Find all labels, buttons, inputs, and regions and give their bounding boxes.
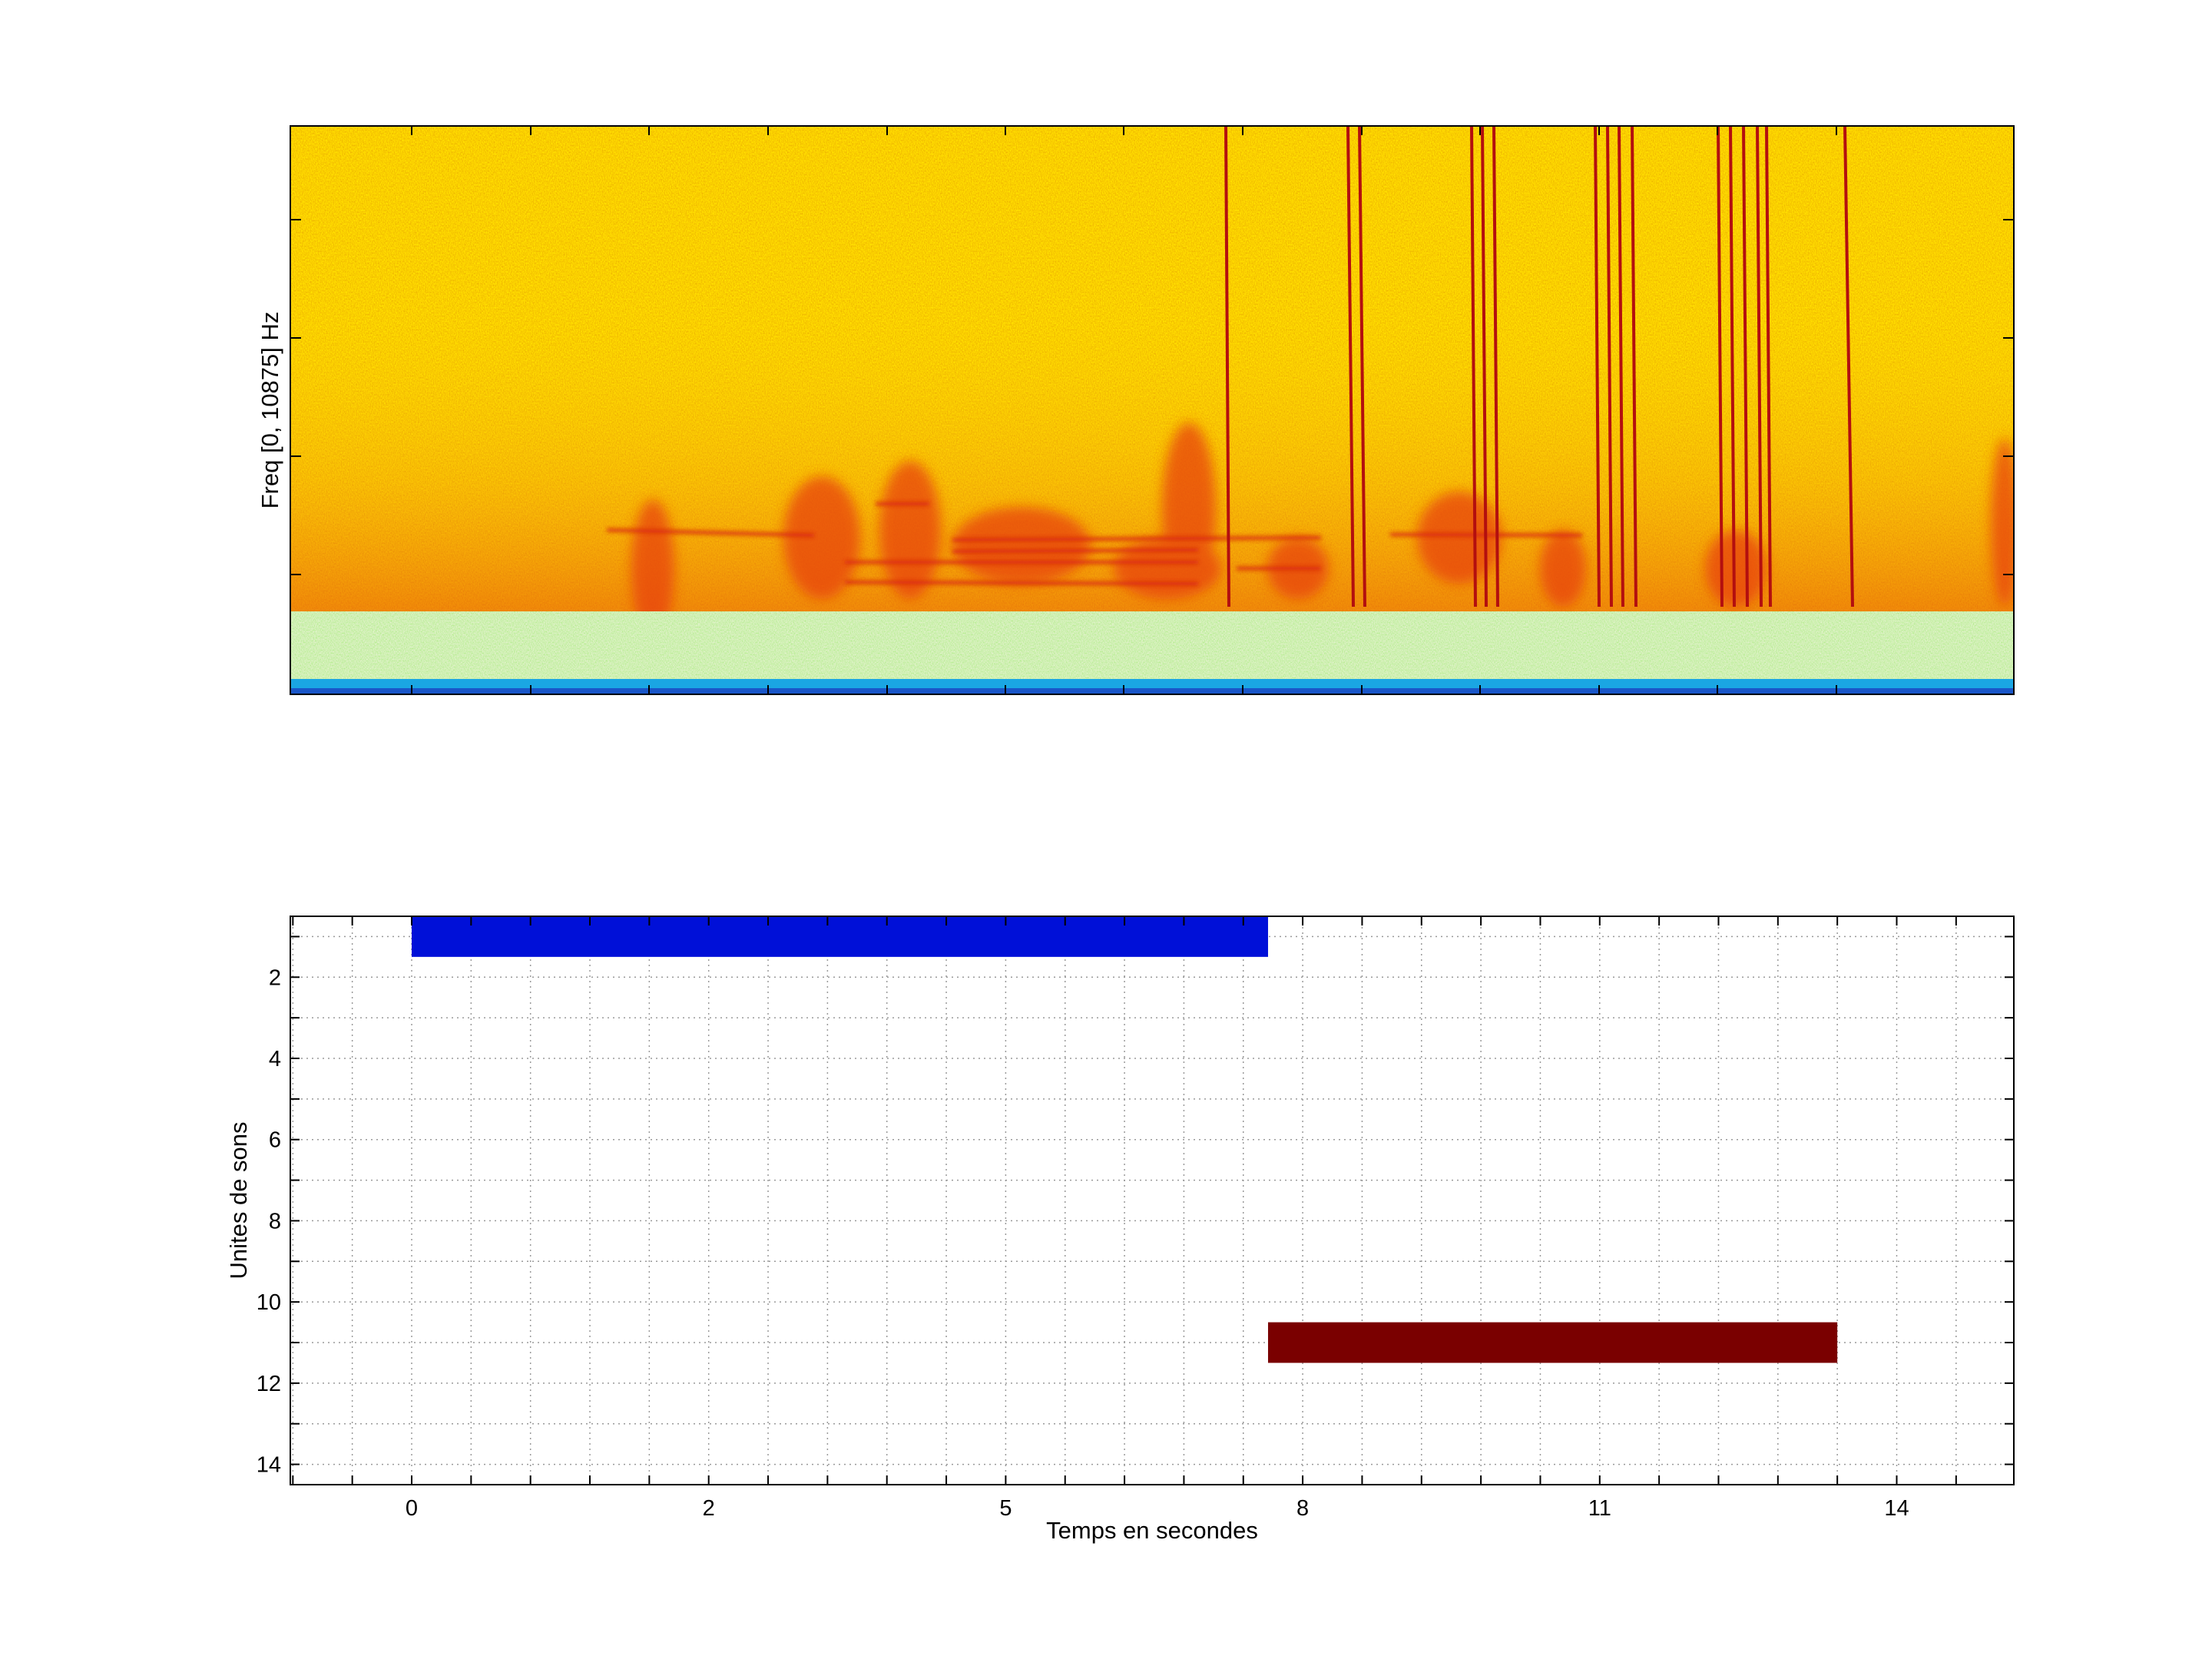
energy-region xyxy=(1417,492,1502,584)
energy-region xyxy=(1114,538,1221,599)
energy-region xyxy=(879,461,941,599)
transient-line xyxy=(1717,126,1724,608)
units-x-tick-label: 5 xyxy=(999,1496,1012,1521)
harmonic-line xyxy=(952,535,1322,542)
energy-region xyxy=(631,499,674,637)
transient-line xyxy=(1594,126,1601,608)
units-grid xyxy=(290,916,2014,1485)
transient-line xyxy=(1470,126,1477,608)
spectrogram-ticks xyxy=(290,126,2014,694)
units-y-tick-label: 4 xyxy=(269,1047,281,1071)
transient-line xyxy=(1631,126,1637,608)
units-x-tick-label: 14 xyxy=(1884,1496,1909,1521)
units-axes: 2 4 6 8 10 12 14 0 2 5 8 11 14 Temps en secondes Un… xyxy=(225,916,2015,1544)
transient-line xyxy=(1606,126,1613,608)
units-y-tick-label: 8 xyxy=(269,1209,281,1233)
units-xlabel: Temps en secondes xyxy=(1046,1517,1258,1544)
harmonic-line xyxy=(844,580,1199,586)
spectrogram-frame xyxy=(290,125,2015,695)
transient-line xyxy=(1492,126,1499,608)
spectrogram-ylabel: Freq [0, 10875] Hz xyxy=(257,312,283,509)
units-ylabel: Unites de sons xyxy=(225,1121,252,1279)
units-x-tick-labels: 0 2 5 8 11 14 xyxy=(406,1496,1909,1521)
transient-line xyxy=(1742,126,1749,608)
unit-bar xyxy=(1267,1322,1838,1363)
units-y-tick-label: 2 xyxy=(269,965,281,990)
transient-line xyxy=(1756,126,1763,608)
transient-line xyxy=(1346,126,1355,608)
transient-line xyxy=(1843,126,1854,608)
energy-region xyxy=(1991,438,2014,607)
units-y-tick-label: 14 xyxy=(257,1453,281,1478)
units-x-tick-label: 11 xyxy=(1588,1496,1611,1521)
transient-line xyxy=(1358,126,1366,608)
harmonic-line xyxy=(606,528,815,538)
transient-line xyxy=(1729,126,1736,608)
units-x-tick-label: 8 xyxy=(1296,1496,1309,1521)
energy-region xyxy=(952,507,1091,584)
energy-region xyxy=(1705,530,1767,607)
energy-region xyxy=(783,476,860,599)
units-y-tick-label: 10 xyxy=(257,1290,281,1315)
units-x-tick-label: 0 xyxy=(406,1496,418,1521)
units-x-tick-label: 2 xyxy=(703,1496,715,1521)
spectrogram-axes: Freq [0, 10875] Hz xyxy=(257,125,2015,695)
units-plot-area xyxy=(290,916,2014,1485)
spectrogram-image xyxy=(290,126,2014,694)
unit-bars xyxy=(412,916,1838,1363)
transient-line xyxy=(1765,126,1772,608)
transient-line xyxy=(1618,126,1624,608)
energy-region xyxy=(1540,530,1586,607)
units-ticks xyxy=(290,916,2014,1485)
transient-line xyxy=(1481,126,1488,608)
units-y-tick-label: 6 xyxy=(269,1128,281,1153)
units-y-tick-label: 12 xyxy=(257,1372,281,1396)
units-y-tick-labels: 2 4 6 8 10 12 14 xyxy=(257,965,281,1477)
units-frame xyxy=(290,916,2015,1485)
transient-line xyxy=(1224,126,1230,608)
unit-bar xyxy=(412,916,1268,957)
harmonic-line xyxy=(952,548,1199,554)
